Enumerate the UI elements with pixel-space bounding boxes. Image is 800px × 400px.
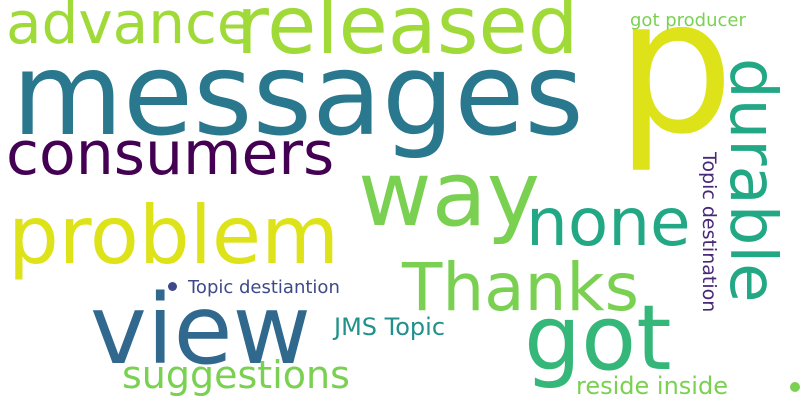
word-suggestions: suggestions — [122, 353, 350, 397]
word-topic-destiantion: Topic destiantion — [188, 277, 340, 298]
word-way: way — [358, 142, 541, 247]
word-got: got — [524, 286, 672, 391]
word-got-producer: got producer — [630, 10, 746, 31]
word-messages: messages — [12, 28, 584, 161]
word-released: released — [236, 0, 579, 72]
word-advance: advance — [6, 0, 253, 57]
word-thanks: Thanks — [402, 249, 640, 326]
word-view: view — [90, 274, 312, 386]
word-durable: durable — [715, 58, 789, 303]
word-consumers: consumers — [6, 119, 335, 189]
word-dot — [168, 282, 177, 291]
word-jms-topic: JMS Topic — [334, 313, 446, 341]
word-reside-inside: reside inside — [576, 372, 728, 400]
word-dash — [790, 382, 800, 392]
word-topic-destination: Topic destination — [698, 152, 720, 313]
word-none: none — [526, 184, 691, 261]
word-problem: problem — [8, 189, 340, 282]
word-p: p — [616, 0, 735, 175]
